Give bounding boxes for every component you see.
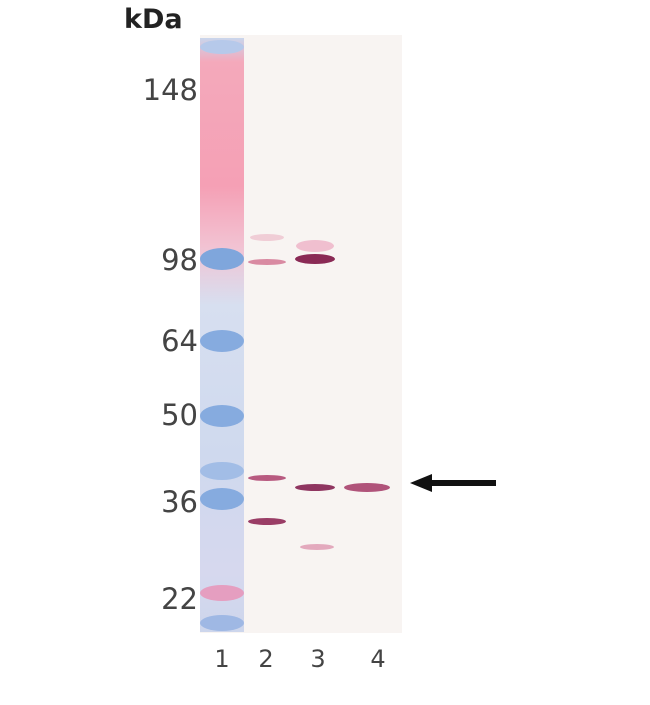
lane-2-band bbox=[248, 475, 286, 481]
marker-label-50: 50 bbox=[161, 398, 198, 432]
lane-label-1: 1 bbox=[214, 645, 230, 673]
lane-3-band bbox=[296, 240, 334, 252]
lane-3-band bbox=[300, 544, 334, 550]
lane-2-band bbox=[250, 234, 284, 241]
ladder-band bbox=[200, 405, 244, 427]
arrow-icon bbox=[410, 474, 496, 492]
lane-3-band bbox=[295, 254, 335, 264]
ladder-band bbox=[200, 462, 244, 480]
ladder-band bbox=[200, 248, 244, 270]
ladder-band bbox=[200, 488, 244, 510]
marker-label-36: 36 bbox=[161, 485, 198, 519]
marker-label-22: 22 bbox=[161, 582, 198, 616]
marker-label-148: 148 bbox=[142, 73, 198, 107]
lane-3-band bbox=[295, 484, 335, 491]
lane-4-band bbox=[344, 483, 390, 492]
ladder-band bbox=[200, 40, 244, 54]
ladder-band bbox=[200, 330, 244, 352]
lane-label-3: 3 bbox=[310, 645, 326, 673]
unit-label: kDa bbox=[124, 4, 183, 35]
lane-label-4: 4 bbox=[370, 645, 386, 673]
ladder-band bbox=[200, 585, 244, 601]
marker-label-64: 64 bbox=[161, 324, 198, 358]
marker-label-98: 98 bbox=[161, 243, 198, 277]
lane-2-band bbox=[248, 259, 286, 265]
ladder-band bbox=[200, 615, 244, 631]
lane-label-2: 2 bbox=[258, 645, 274, 673]
lane-2-band bbox=[248, 518, 286, 525]
